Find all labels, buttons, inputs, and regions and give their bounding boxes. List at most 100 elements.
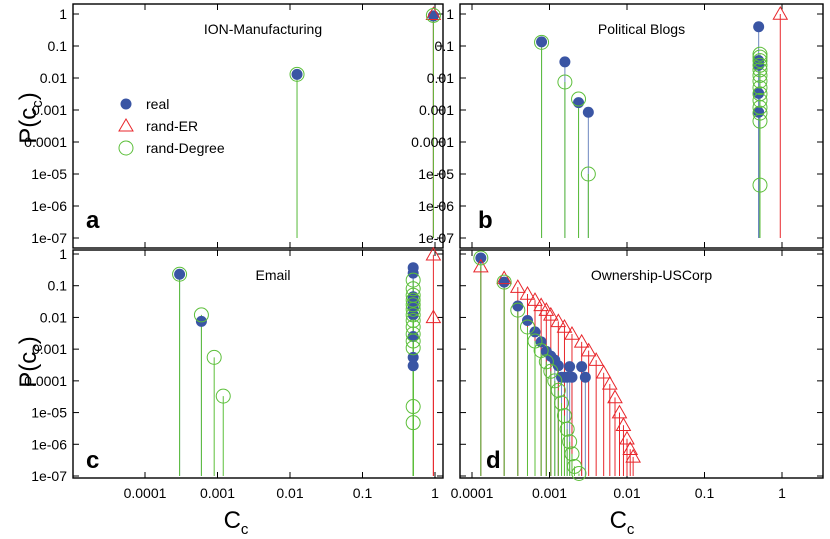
plot-frame xyxy=(72,249,444,479)
real-point xyxy=(521,315,533,327)
real-point xyxy=(552,360,564,372)
rand-degree-point xyxy=(405,415,421,431)
rand-degree-point xyxy=(405,333,421,349)
rand-degree-point xyxy=(559,421,575,437)
real-point xyxy=(579,371,591,383)
rand-degree-point xyxy=(554,395,570,411)
y-tick-label: 0.1 xyxy=(48,278,68,294)
rand-degree-point xyxy=(752,73,768,89)
legend: real rand-ER rand-Degree xyxy=(118,96,225,156)
real-point xyxy=(564,361,576,373)
y-tick-label: 1 xyxy=(59,6,67,22)
real-point xyxy=(475,252,487,264)
rand-degree-point xyxy=(557,74,573,90)
real-point xyxy=(291,68,303,80)
rand-er-point xyxy=(580,342,597,357)
rand-degree-point xyxy=(752,53,768,69)
panel-a: 1e-07 1e-06 1e-05 0.0001 0.001 0.01 0.1 1 ION-Ma… xyxy=(24,3,444,249)
rand-degree-point xyxy=(405,340,421,356)
real-point xyxy=(536,36,548,48)
rand-er-point xyxy=(564,326,580,340)
rand-er-point xyxy=(533,297,549,312)
rand-er-point xyxy=(615,417,632,431)
rand-degree-point xyxy=(534,34,550,50)
rand-er-point xyxy=(425,6,442,21)
y-axis-label-bottom: P(cc) xyxy=(15,336,46,388)
xlabel-sub: c xyxy=(241,521,249,538)
rand-degree-point xyxy=(564,446,580,462)
y-tick-label: 0.01 xyxy=(40,309,67,325)
y-tick-label: 0.1 xyxy=(435,38,455,54)
rand-degree-point xyxy=(562,434,578,450)
svg-text:P(cc): P(cc) xyxy=(15,336,46,388)
legend-rand-degree-marker xyxy=(118,140,134,156)
x-tick-label: 0.001 xyxy=(200,485,235,501)
x-tick-label: 1 xyxy=(431,485,439,501)
panel-b: 1e-07 1e-06 1e-05 0.0001 0.001 0.01 0.1 1 Politi… xyxy=(411,3,824,249)
y-tick-label: 0.0001 xyxy=(24,134,67,150)
rand-degree-point xyxy=(752,62,768,78)
rand-er-point xyxy=(527,292,543,306)
svg-text:P(cc): P(cc) xyxy=(15,92,46,144)
y-tick-label: 0.001 xyxy=(32,102,67,118)
rand-er-point xyxy=(625,448,641,463)
rand-degree-point xyxy=(752,105,768,121)
legend-real-marker xyxy=(120,98,132,110)
x-tick-label: 0.0001 xyxy=(451,485,494,501)
y-tick-label: 0.001 xyxy=(419,102,454,118)
x-tick-label: 1 xyxy=(778,485,786,501)
rand-degree-point xyxy=(496,274,512,290)
y-tick-label: 1e-05 xyxy=(418,166,454,182)
x-axis-label-left: Cc xyxy=(224,507,249,538)
rand-degree-point xyxy=(510,302,526,318)
rand-degree-point xyxy=(405,399,421,415)
ylabel-main: P(c xyxy=(15,108,42,144)
y-tick-label: 0.1 xyxy=(48,38,68,54)
panel-title: Ownership-USCorp xyxy=(591,267,713,283)
panel-d: 0.0001 0.001 0.01 0.1 1 Ownership-USCorp d xyxy=(451,249,824,501)
panel-title: Email xyxy=(255,267,290,283)
y-tick-label: 1 xyxy=(59,246,67,262)
y-tick-label: 1e-07 xyxy=(31,468,67,484)
real-point xyxy=(195,315,207,327)
panel-c: 1e-07 1e-06 1e-05 0.0001 0.001 0.01 0.1 1 0.0001… xyxy=(24,246,444,501)
rand-degree-point xyxy=(193,307,209,323)
rand-er-point xyxy=(550,313,567,328)
legend-label: real xyxy=(146,96,169,112)
real-point xyxy=(174,268,186,280)
rand-degree-point xyxy=(752,113,768,129)
rand-degree-point xyxy=(580,166,596,182)
ylabel-close: ) xyxy=(15,336,42,344)
panel-letter: b xyxy=(478,207,493,234)
real-point xyxy=(512,300,524,312)
real-point xyxy=(753,21,765,33)
rand-degree-point xyxy=(206,349,222,365)
rand-er-point xyxy=(556,318,573,333)
y-tick-label: 0.001 xyxy=(32,341,67,357)
rand-er-point xyxy=(588,352,605,366)
rand-degree-point xyxy=(405,307,421,323)
plot-frame xyxy=(459,3,824,249)
rand-degree-point xyxy=(519,319,535,335)
rand-er-point xyxy=(425,246,442,261)
x-tick-label: 0.001 xyxy=(532,485,567,501)
rand-degree-point xyxy=(405,272,421,288)
real-point xyxy=(582,106,594,118)
rand-er-point xyxy=(425,309,442,324)
rand-er-point xyxy=(573,333,590,348)
real-point xyxy=(407,309,419,321)
x-tick-label: 0.01 xyxy=(613,485,640,501)
y-axis-label-top: P(cc) xyxy=(15,92,46,144)
y-tick-label: 1e-06 xyxy=(31,198,67,214)
x-tick-label: 0.1 xyxy=(695,485,715,501)
rand-er-point xyxy=(595,364,612,379)
real-point xyxy=(566,371,578,383)
rand-degree-point xyxy=(543,363,559,379)
rand-er-point xyxy=(619,430,635,445)
rand-degree-point xyxy=(571,465,587,481)
rand-er-point xyxy=(772,5,789,20)
rand-degree-point xyxy=(752,46,768,62)
y-tick-label: 1e-07 xyxy=(31,230,67,246)
panel-letter: c xyxy=(86,447,99,474)
real-point xyxy=(559,56,571,68)
